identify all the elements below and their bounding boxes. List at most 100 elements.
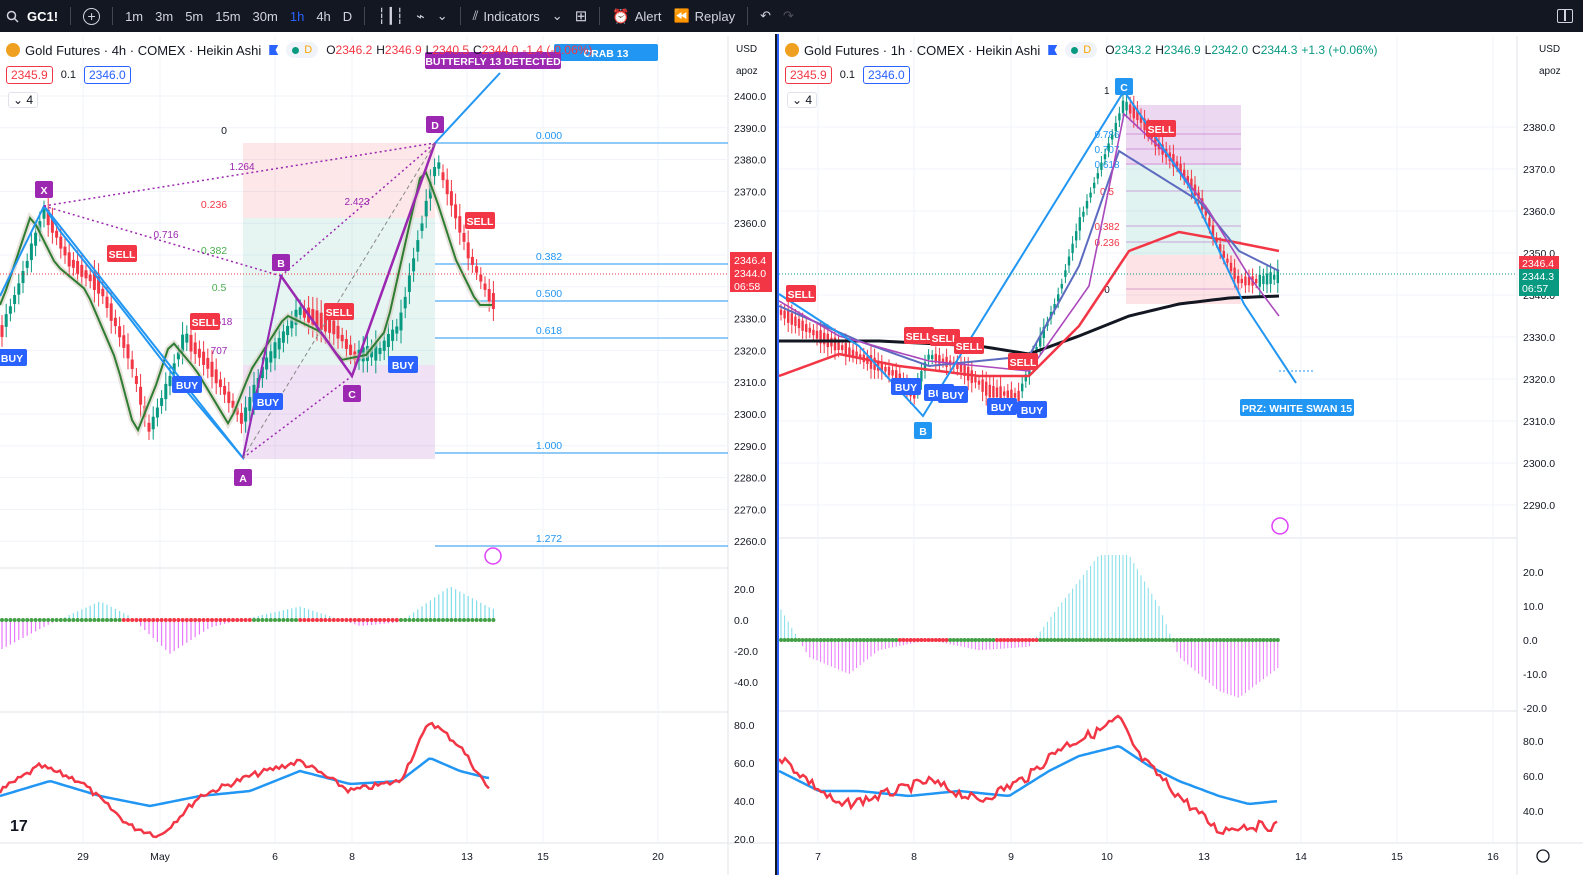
market-status-badge[interactable]: D xyxy=(1065,42,1098,58)
oscillator-dot xyxy=(260,618,265,622)
chart-title-right[interactable]: Gold Futures · 1h · COMEX · Heikin Ashi xyxy=(804,42,1041,58)
candle-body xyxy=(223,385,227,395)
active-pane-border xyxy=(777,34,779,875)
buy-price-button[interactable]: 2346.0 xyxy=(84,66,131,84)
currency-selector[interactable]: USD xyxy=(736,44,758,55)
candle-body xyxy=(189,334,193,352)
candle-body xyxy=(1118,113,1121,121)
indicator-collapse-button[interactable]: ⌄ 4 xyxy=(787,92,818,108)
oscillator-dot xyxy=(457,618,462,622)
oscillator-dot xyxy=(63,618,67,622)
candle-body xyxy=(1193,184,1197,196)
signal-label: BUY xyxy=(257,397,279,409)
undo-icon: ↶ xyxy=(760,8,772,23)
timeframe-1m[interactable]: 1m xyxy=(125,8,144,24)
oscillator-dot xyxy=(344,618,349,622)
indicator-collapse-button[interactable]: ⌄ 4 xyxy=(8,92,39,108)
pattern-point-label: C xyxy=(348,389,356,401)
time-axis-label: May xyxy=(150,851,171,863)
oscillator-dot xyxy=(987,638,992,642)
market-status-badge[interactable]: D xyxy=(286,42,319,58)
oscillator-dot xyxy=(1074,638,1079,642)
chart-legend-left: Gold Futures · 4h · COMEX · Heikin Ashi … xyxy=(6,42,596,58)
sell-price-button[interactable]: 2345.9 xyxy=(6,66,53,84)
chart-type-button[interactable]: ┆┃┆ xyxy=(371,0,410,32)
oscillator-dot xyxy=(1171,638,1176,642)
oscillator-dot xyxy=(470,618,475,622)
timeframe-3m[interactable]: 3m xyxy=(155,8,174,24)
indicators-button[interactable]: ⫽ Indicators xyxy=(467,0,546,32)
settings-gear-icon[interactable] xyxy=(1536,849,1550,863)
lightning-icon[interactable] xyxy=(484,547,502,565)
oscillator-dot xyxy=(88,618,93,622)
timeframe-d[interactable]: D xyxy=(342,8,353,24)
pattern-banner-crab: CRAB 13 xyxy=(584,48,629,60)
candle-body xyxy=(126,344,130,359)
flag-icon[interactable] xyxy=(1048,45,1058,55)
oscillator-dot xyxy=(117,618,122,622)
candle-body xyxy=(109,303,113,321)
signal-label-bg xyxy=(1008,353,1038,370)
timeframe-1h[interactable]: 1h xyxy=(289,8,305,24)
candle-body xyxy=(424,200,428,217)
candle-body xyxy=(311,309,315,326)
timeframe-30m[interactable]: 30m xyxy=(252,8,278,24)
price-axis-label: 2320.0 xyxy=(1523,374,1555,386)
change-value: -1.4 (-0.06%) xyxy=(522,43,593,57)
chart-pane-left[interactable]: 2400.02390.02380.02370.02360.02350.02340… xyxy=(0,36,775,875)
undo-button[interactable]: ↶ xyxy=(754,0,777,32)
pattern-point-label-bg xyxy=(343,385,361,402)
symbol-search[interactable]: GC1! xyxy=(0,0,64,32)
oscillator-dot xyxy=(789,638,794,642)
chart-canvas-right[interactable]: 2380.02370.02360.02350.02340.02330.02320… xyxy=(779,36,1583,875)
oscillator-dot xyxy=(923,638,927,642)
oscillator-dot xyxy=(159,618,164,622)
last-price-value: 2346.4 xyxy=(1522,258,1554,270)
candle-body xyxy=(101,288,105,297)
scale-mode-selector[interactable]: apoz xyxy=(1539,66,1561,77)
oscillator-dot xyxy=(310,618,315,622)
indicators-dropdown[interactable]: ⌄ xyxy=(546,0,569,32)
chart-style-button[interactable]: ⌁ xyxy=(410,0,430,32)
oscillator-dot xyxy=(382,618,387,622)
currency-selector[interactable]: USD xyxy=(1539,44,1561,55)
oscillator-dot xyxy=(105,618,109,622)
panel-toggle-icon[interactable] xyxy=(1557,9,1573,23)
compare-symbol-button[interactable]: + xyxy=(77,0,106,32)
oscillator-dot xyxy=(1002,638,1007,642)
fib-ratio-label: 0.5 xyxy=(212,282,227,294)
lightning-icon[interactable] xyxy=(1271,517,1289,535)
chart-pane-right[interactable]: 2380.02370.02360.02350.02340.02330.02320… xyxy=(779,36,1583,875)
pattern-point-label: A xyxy=(239,473,247,485)
alert-button[interactable]: ⏰ Alert xyxy=(606,0,667,32)
oscillator-dot xyxy=(948,638,953,642)
candle-body xyxy=(0,325,4,337)
replay-button[interactable]: ⏪ Replay xyxy=(667,0,741,32)
candle-body xyxy=(1204,210,1207,216)
oscillator-dot xyxy=(840,638,845,642)
oscillator-axis-label: 10.0 xyxy=(1523,601,1544,613)
chart-title-left[interactable]: Gold Futures · 4h · COMEX · Heikin Ashi xyxy=(25,42,262,58)
candle-body xyxy=(1255,278,1258,284)
oscillator-dot xyxy=(1225,638,1230,642)
indicators-icon: ⫽ xyxy=(472,8,479,23)
flag-icon[interactable] xyxy=(269,45,279,55)
oscillator-dot xyxy=(933,638,938,642)
redo-button[interactable]: ↷ xyxy=(777,0,800,32)
timeframe-15m[interactable]: 15m xyxy=(215,8,241,24)
timeframe-4h[interactable]: 4h xyxy=(316,8,331,24)
oscillator-dot xyxy=(807,638,812,642)
sell-price-button[interactable]: 2345.9 xyxy=(785,66,832,84)
scale-mode-selector[interactable]: apoz xyxy=(736,66,758,77)
layout-button[interactable]: ⊞ xyxy=(569,0,594,32)
chart-style-dropdown[interactable]: ⌄ xyxy=(431,0,454,32)
oscillator-dot xyxy=(197,618,202,622)
candle-body xyxy=(1226,258,1229,263)
timeframe-5m[interactable]: 5m xyxy=(185,8,204,24)
candle-body xyxy=(34,232,38,246)
chart-canvas-left[interactable]: 2400.02390.02380.02370.02360.02350.02340… xyxy=(0,36,775,875)
buy-price-button[interactable]: 2346.0 xyxy=(863,66,910,84)
candle-body xyxy=(956,361,959,369)
ohlc-values-right: O2343.2 H2346.9 L2342.0 C2344.3 +1.3 (+0.06%… xyxy=(1105,43,1378,57)
oscillator-dot xyxy=(466,618,471,622)
